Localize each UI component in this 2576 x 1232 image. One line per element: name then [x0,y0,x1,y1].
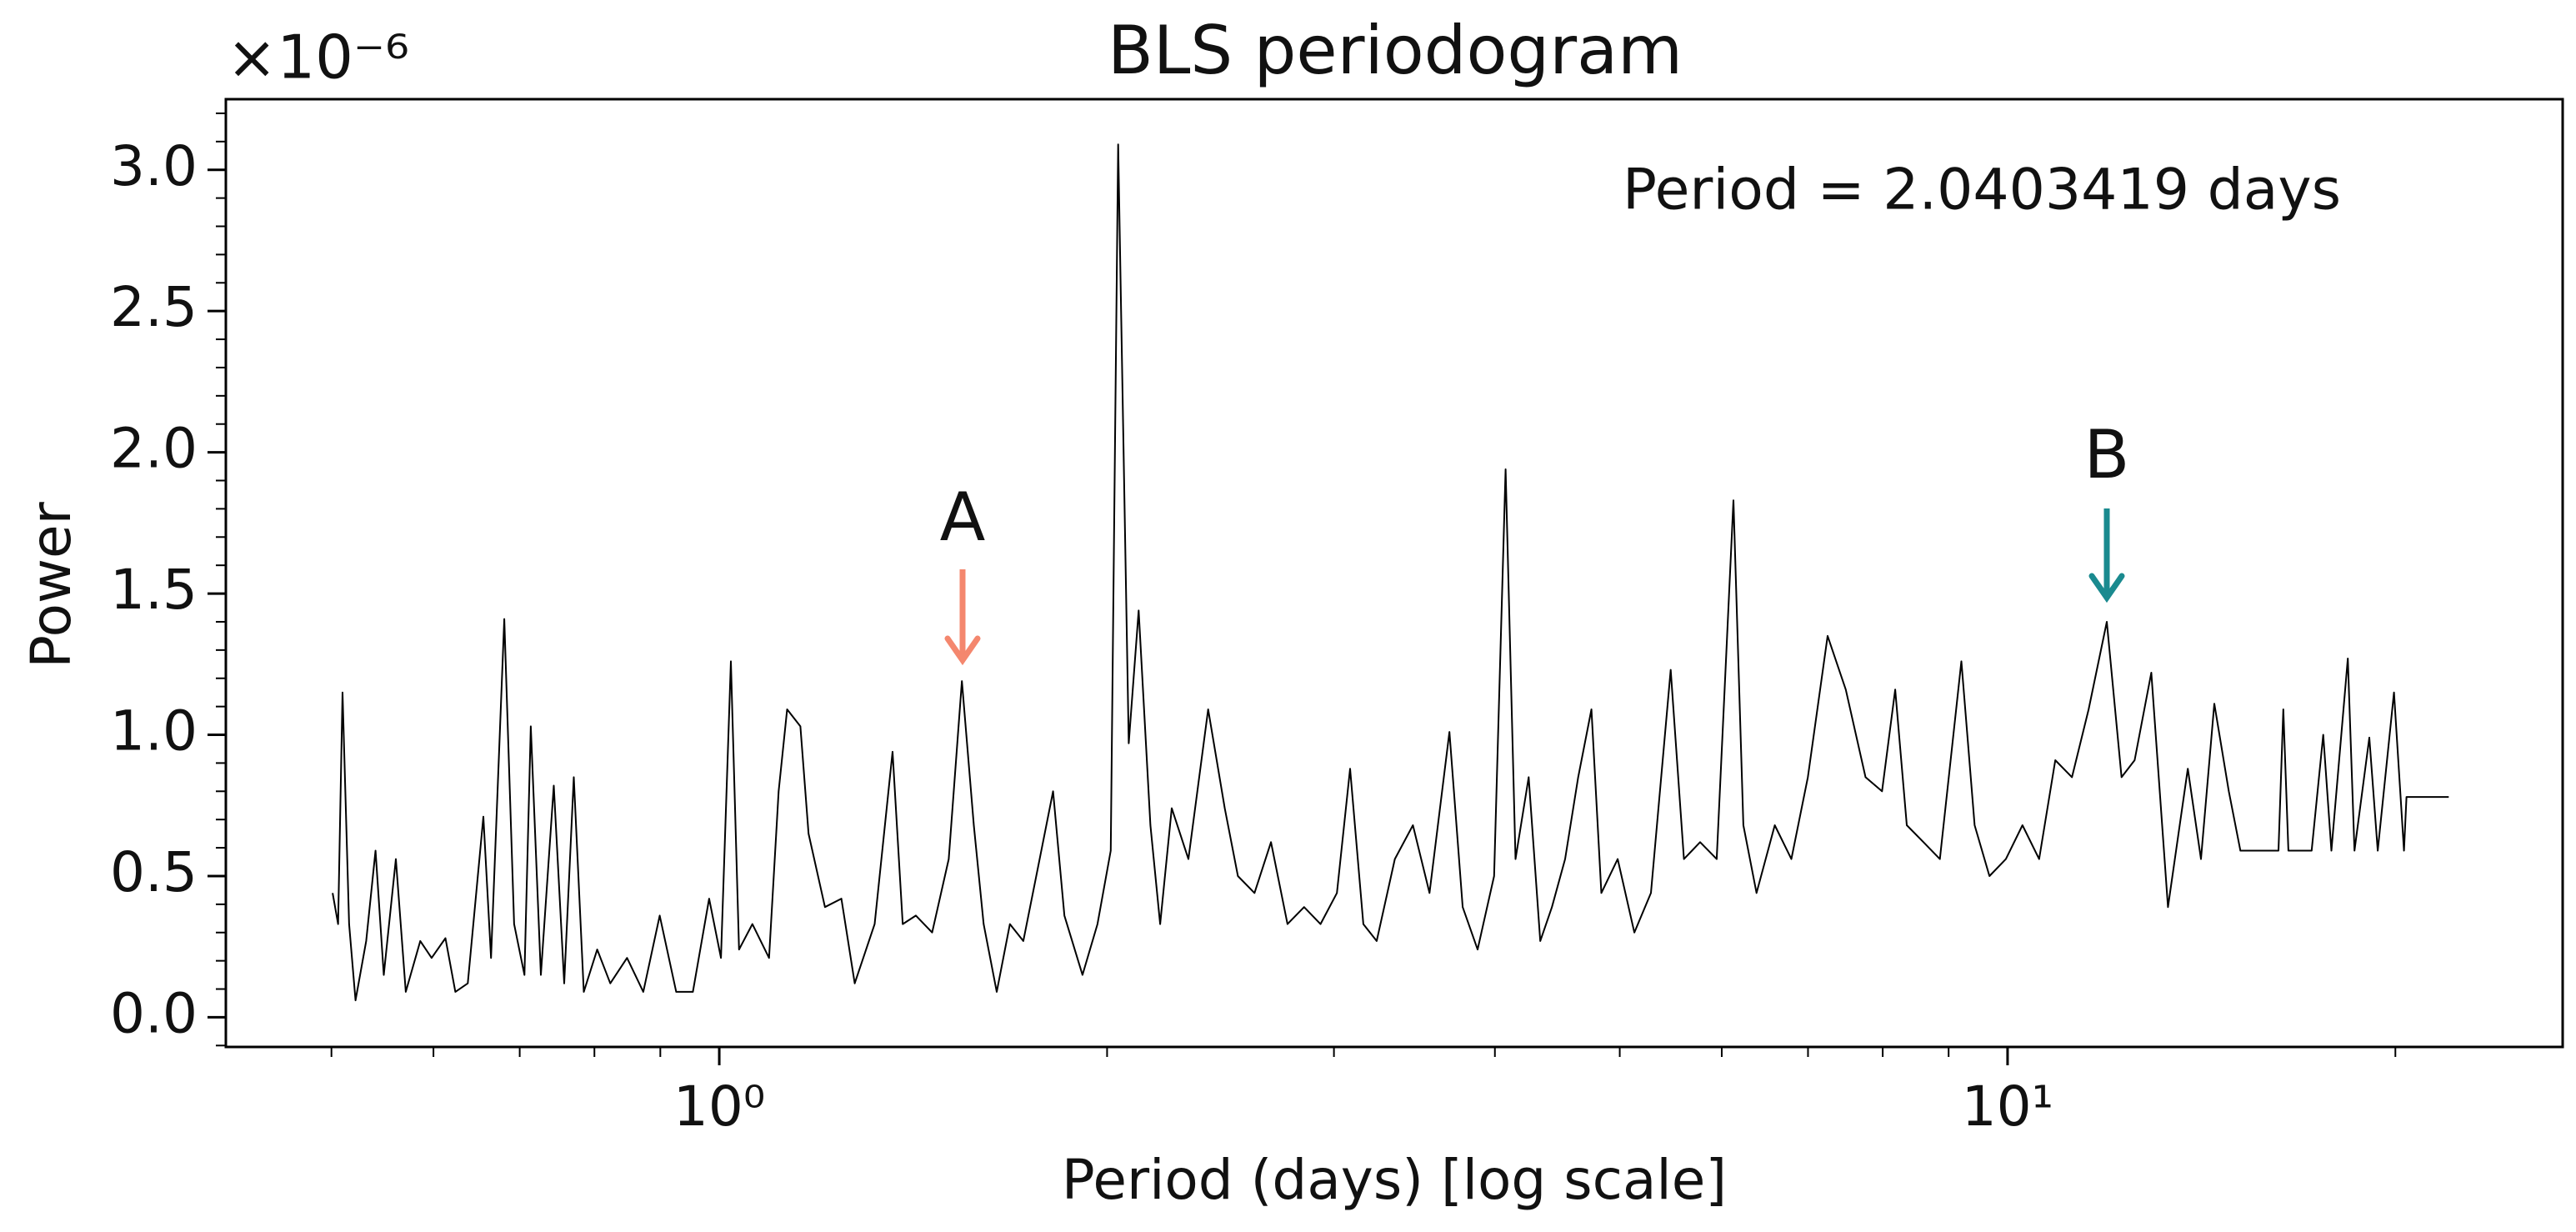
annotation-label: A [940,478,986,556]
y-tick-label: 1.0 [110,699,198,764]
x-axis-label: Period (days) [log scale] [1062,1148,1727,1212]
period-note: Period = 2.0403419 days [1623,158,2341,223]
annotation-arrowhead [2088,573,2125,603]
chart-title: BLS periodogram [1108,12,1683,89]
x-tick-label: 10¹ [1962,1074,2053,1139]
y-tick-label: 3.0 [110,134,198,198]
y-tick-label: 1.5 [110,558,198,622]
plot-frame [224,98,2564,1049]
annotation-arrowhead [944,635,981,666]
x-tick-label: 10⁰ [673,1074,765,1139]
y-tick-label: 0.5 [110,840,198,904]
periodogram-line [332,143,2449,1002]
annotation-label: B [2084,416,2130,493]
y-tick-label: 2.5 [110,275,198,339]
y-offset-label: ×10⁻⁶ [227,23,409,93]
y-tick-label: 0.0 [110,981,198,1045]
y-axis-label: Power [19,501,83,668]
y-tick-label: 2.0 [110,417,198,481]
